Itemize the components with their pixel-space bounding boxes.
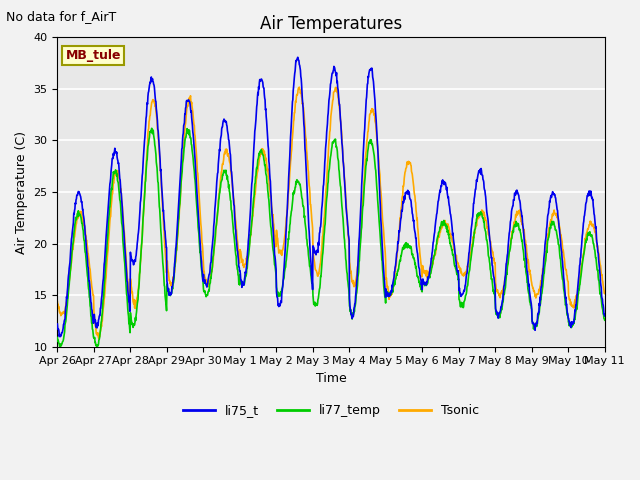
- Line: li77_temp: li77_temp: [58, 128, 605, 347]
- Tsonic: [417, 256, 424, 262]
- Text: No data for f_AirT: No data for f_AirT: [6, 10, 116, 23]
- li77_temp: [148, 125, 156, 131]
- Title: Air Temperatures: Air Temperatures: [260, 15, 402, 33]
- li77_temp: [237, 279, 245, 285]
- Tsonic: [175, 205, 183, 211]
- li77_temp: [163, 308, 170, 313]
- li75_t: [237, 276, 244, 282]
- li75_t: [175, 188, 183, 193]
- Tsonic: [95, 336, 102, 341]
- Tsonic: [536, 282, 544, 288]
- li75_t: [488, 263, 496, 268]
- li75_t: [56, 334, 64, 339]
- Y-axis label: Air Temperature (C): Air Temperature (C): [15, 131, 28, 253]
- li77_temp: [488, 277, 496, 283]
- Tsonic: [237, 249, 244, 254]
- li77_temp: [536, 301, 544, 307]
- Line: Tsonic: Tsonic: [58, 87, 605, 338]
- li75_t: [536, 297, 544, 303]
- Tsonic: [163, 262, 170, 267]
- li75_t: [601, 313, 609, 319]
- Text: MB_tule: MB_tule: [66, 49, 121, 62]
- Tsonic: [296, 84, 303, 90]
- Tsonic: [488, 248, 496, 254]
- li77_temp: [54, 335, 61, 340]
- li77_temp: [176, 201, 184, 206]
- Tsonic: [601, 291, 609, 297]
- Tsonic: [54, 299, 61, 305]
- li77_temp: [417, 283, 424, 289]
- li75_t: [417, 276, 424, 282]
- li75_t: [54, 321, 61, 327]
- li77_temp: [56, 344, 63, 349]
- X-axis label: Time: Time: [316, 372, 346, 385]
- li77_temp: [601, 317, 609, 323]
- li75_t: [163, 244, 170, 250]
- Line: li75_t: li75_t: [58, 57, 605, 336]
- Legend: li75_t, li77_temp, Tsonic: li75_t, li77_temp, Tsonic: [179, 399, 484, 422]
- li75_t: [294, 54, 301, 60]
